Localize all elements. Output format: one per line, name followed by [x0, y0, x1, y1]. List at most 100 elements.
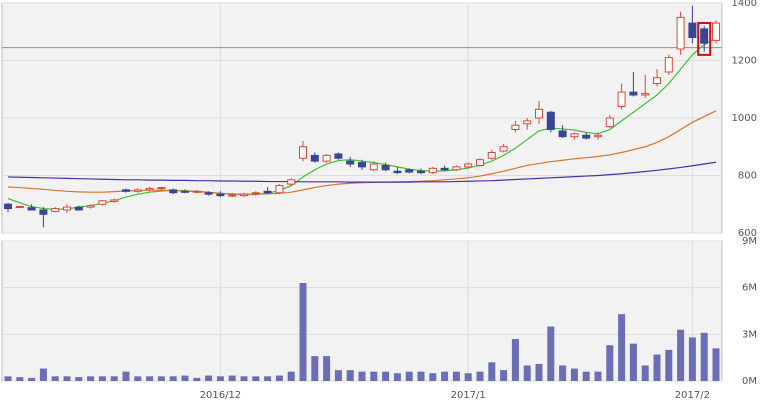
candle-body — [629, 91, 638, 96]
volume-bar — [63, 376, 71, 381]
candle-body — [653, 77, 661, 84]
volume-bar — [4, 376, 12, 381]
candle-body — [15, 206, 24, 209]
volume-bar — [488, 362, 496, 381]
candle-body — [712, 22, 720, 41]
volume-bar — [606, 345, 614, 381]
volume-bar — [511, 339, 519, 381]
volume-bar — [193, 377, 201, 381]
candle-body — [381, 164, 390, 171]
candle-body — [98, 200, 107, 205]
volume-bar — [653, 354, 661, 381]
candle-body — [499, 146, 508, 152]
candle-body — [676, 16, 685, 50]
volume-bar — [51, 376, 59, 381]
candle-body — [452, 166, 461, 171]
candle-body — [417, 170, 425, 174]
volume-bar — [677, 329, 685, 381]
volume-bar — [629, 343, 637, 381]
volume-bar — [216, 376, 224, 381]
candle-body — [299, 146, 307, 159]
volume-bar — [358, 371, 366, 381]
candle-body — [251, 192, 260, 195]
volume-bar — [393, 373, 401, 381]
candle-body — [86, 205, 95, 208]
volume-bar — [16, 377, 24, 381]
candle-body — [27, 207, 36, 211]
candle-body — [641, 93, 650, 96]
volume-bar — [299, 283, 307, 381]
y-tick-label: 0M — [742, 376, 757, 387]
volume-bar — [228, 375, 236, 381]
volume-bar — [28, 377, 36, 381]
candle-body — [122, 189, 130, 192]
volume-bar — [535, 363, 543, 381]
moving-average-line — [7, 161, 717, 183]
volume-bar — [641, 365, 649, 381]
candle-body — [700, 28, 709, 44]
candle-body — [63, 206, 71, 211]
volume-bar — [452, 371, 460, 381]
candle-body — [110, 199, 119, 202]
volume-bar — [110, 376, 118, 381]
candle-body — [535, 108, 543, 119]
volume-bar — [594, 371, 602, 381]
candle-body — [358, 162, 366, 168]
candle-body — [310, 154, 319, 162]
x-tick-label: 2016/12 — [200, 390, 242, 401]
candle-body — [440, 167, 449, 171]
y-tick-label: 6M — [742, 283, 757, 294]
candle-body — [594, 134, 602, 138]
volume-bar — [157, 376, 165, 381]
candle-body — [546, 111, 555, 130]
volume-bar — [417, 371, 425, 381]
y-tick-label: 1200 — [732, 56, 757, 67]
candle-body — [393, 170, 402, 174]
candle-body — [145, 187, 154, 191]
candle-body — [51, 208, 60, 212]
highlight-box — [697, 22, 712, 56]
candle-body — [204, 192, 213, 195]
candle-body — [240, 193, 248, 197]
candle-body — [369, 163, 378, 171]
candle-body — [664, 57, 673, 73]
candle-body — [181, 190, 189, 193]
candle-body — [346, 160, 355, 165]
volume-bar — [275, 375, 283, 381]
candle-body — [74, 206, 83, 211]
volume-bar — [523, 365, 531, 381]
y-tick-label: 1000 — [732, 113, 757, 124]
volume-bar — [464, 373, 472, 381]
volume-bar — [181, 375, 189, 381]
volume-bar — [98, 376, 106, 381]
candle-body — [192, 190, 201, 193]
candle-body — [405, 169, 414, 173]
volume-bar — [559, 365, 567, 381]
volume-bar — [370, 371, 378, 381]
volume-bar — [252, 376, 260, 381]
volume-bar — [264, 376, 272, 381]
candle-body — [334, 153, 343, 159]
candle-body — [570, 133, 579, 138]
y-tick-label: 600 — [738, 228, 757, 239]
volume-bar — [547, 326, 555, 381]
volume-bar — [700, 332, 708, 381]
volume-bar — [334, 370, 342, 381]
candle-body — [476, 159, 484, 166]
candle-body — [133, 189, 142, 192]
volume-bar — [582, 371, 590, 381]
volume-bar — [665, 349, 673, 381]
volume-bar — [429, 373, 437, 381]
candle-body — [322, 154, 331, 162]
volume-bar — [346, 370, 354, 381]
candle-body — [523, 120, 532, 125]
candle-body — [39, 209, 48, 215]
volume-bar — [240, 376, 248, 381]
candle-body — [605, 117, 614, 128]
volume-bar — [712, 348, 720, 381]
candle-body — [216, 193, 225, 197]
volume-bar — [405, 371, 413, 381]
x-tick-label: 2017/2 — [675, 390, 710, 401]
candle-body — [4, 203, 12, 210]
